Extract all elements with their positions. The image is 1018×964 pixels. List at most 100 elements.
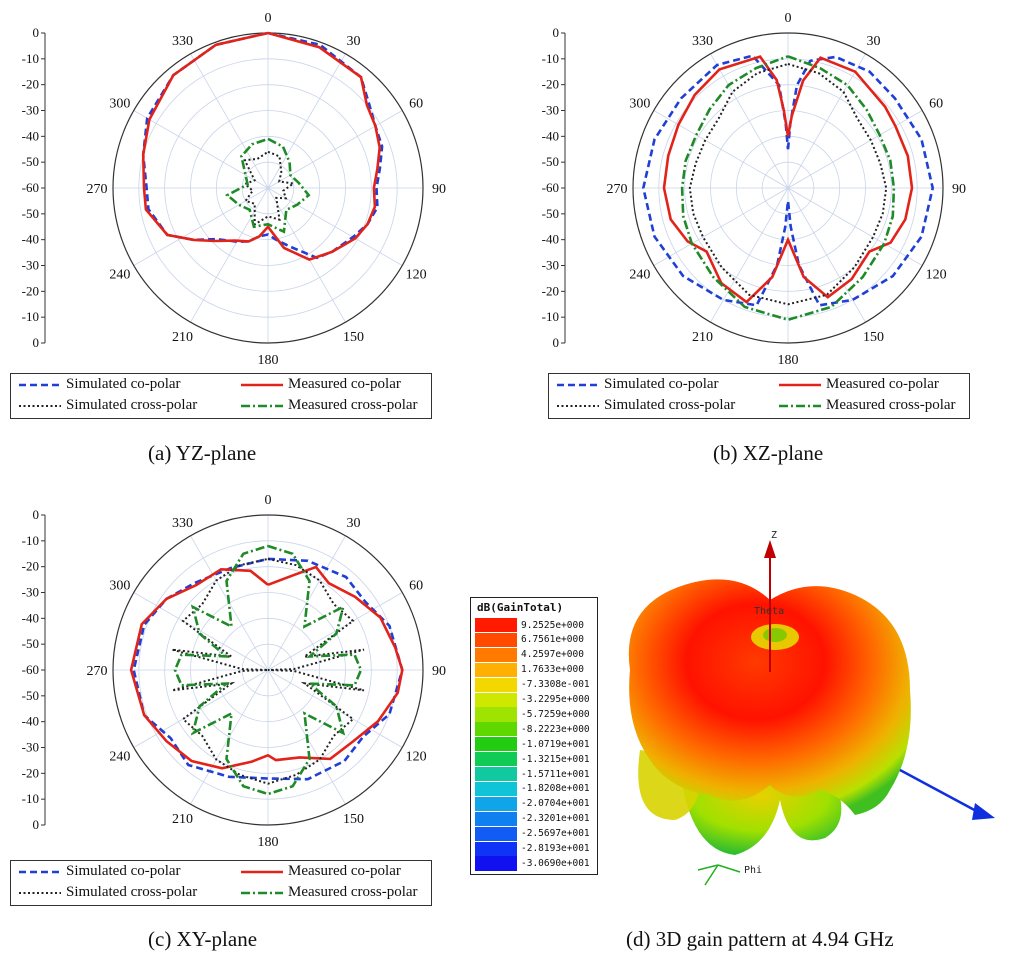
grid-spoke	[710, 187, 789, 323]
colorbar-row: -1.5711e+001	[475, 767, 590, 782]
colorbar-title: dB(GainTotal)	[477, 601, 564, 614]
radial-tick-label: -30	[22, 740, 39, 755]
radial-tick-label: -20	[22, 77, 39, 92]
colorbar-row: -5.7259e+000	[475, 707, 590, 722]
angle-tick-label: 300	[629, 97, 650, 112]
colorbar-swatch	[475, 692, 517, 707]
angle-tick-label: 210	[692, 330, 713, 345]
colorbar-row: -7.3308e-001	[475, 677, 590, 692]
series-line-measured-cross-polar	[173, 544, 363, 796]
gain-lobe-main	[628, 579, 911, 815]
legend-item: Simulated co-polar	[17, 376, 181, 393]
legend-item: Simulated cross-polar	[17, 884, 197, 901]
polar-plot-yz: 0 30 60 90 120 150 180 210 240 270 300 330 0 -10 -20 -3…	[22, 11, 446, 368]
radial-tick-label: -50	[542, 206, 559, 221]
colorbar-swatch	[475, 662, 517, 677]
caption-xy: (c) XY-plane	[148, 927, 258, 951]
legend-label: Simulated cross-polar	[66, 397, 198, 413]
series-line-simulated-cross-polar	[171, 557, 365, 785]
radial-tick-label: 0	[33, 335, 40, 350]
polar-outer-ring	[632, 32, 944, 344]
colorbar-label: -7.3308e-001	[521, 679, 590, 691]
radial-tick-label: -60	[542, 180, 559, 195]
angle-tick-label: 270	[87, 182, 108, 197]
colorbar-row: -8.2223e+000	[475, 722, 590, 737]
colorbar-row: -2.3201e+001	[475, 811, 590, 826]
radial-tick-label: -40	[22, 232, 39, 247]
legend-item: Simulated co-polar	[17, 863, 181, 880]
series-line-measured-cross-polar	[680, 55, 896, 322]
angle-tick-label: 330	[692, 34, 713, 49]
radial-tick-label: 0	[33, 507, 40, 522]
legend-swatch	[557, 404, 599, 407]
legend-label: Measured cross-polar	[826, 397, 956, 413]
legend-label: Measured cross-polar	[288, 397, 418, 413]
legend-yz: Simulated co-polar Measured co-polar Simul…	[10, 373, 432, 419]
radial-tick-label: -20	[22, 283, 39, 298]
radial-tick-label: -20	[542, 283, 559, 298]
colorbar-swatch	[475, 632, 517, 648]
radial-tick-label: 0	[33, 25, 40, 40]
angle-tick-label: 180	[778, 353, 799, 368]
angle-tick-label: 240	[109, 750, 130, 765]
polar-chart-xz: 0 30 60 90 120 150 180 210 240 270 300 330 0 -10 -20 -3…	[520, 0, 1000, 370]
angle-tick-label: 150	[343, 812, 364, 827]
angle-tick-label: 0	[265, 493, 272, 508]
colorbar-swatch	[475, 752, 517, 767]
colorbar-row: -1.3215e+001	[475, 752, 590, 767]
radial-tick-label: -20	[22, 559, 39, 574]
radial-tick-label: -10	[22, 51, 39, 66]
legend-xz: Simulated co-polar Measured co-polar Simul…	[548, 373, 970, 419]
legend-swatch	[241, 383, 283, 386]
legend-swatch	[241, 891, 283, 894]
colorbar-label: 4.2597e+000	[521, 649, 584, 661]
polar-grid	[112, 32, 424, 344]
radial-tick-label: -40	[22, 610, 39, 625]
angle-tick-label: 90	[432, 664, 446, 679]
grid-spoke	[190, 53, 269, 189]
theta-label: Theta	[754, 606, 785, 617]
radial-tick-label: -60	[22, 662, 39, 677]
colorbar-label: -1.3215e+001	[521, 753, 590, 765]
legend-item: Measured co-polar	[777, 376, 939, 393]
phi-label: Phi	[744, 865, 763, 876]
legend-swatch	[19, 383, 61, 386]
legend-label: Simulated co-polar	[604, 376, 719, 392]
angle-tick-label: 180	[258, 353, 279, 368]
grid-spoke	[267, 187, 403, 266]
radial-axis: 0 -10 -20 -30 -40 -50 -60 -50 -40 -30 -20 -10 0	[22, 507, 46, 832]
radial-tick-label: -30	[542, 258, 559, 273]
z-axis-label: Z	[771, 530, 778, 541]
radial-tick-label: -50	[22, 154, 39, 169]
legend-swatch	[19, 870, 61, 873]
radial-tick-label: -10	[22, 533, 39, 548]
radial-tick-label: 0	[553, 25, 560, 40]
colorbar-row: 9.2525e+000	[475, 618, 584, 633]
colorbar-label: -1.0719e+001	[521, 738, 590, 750]
gain-3d-panel: Z Theta Phi	[470, 520, 1010, 900]
angle-tick-label: 90	[952, 182, 966, 197]
colorbar-label: -2.0704e+001	[521, 798, 590, 810]
angle-tick-label: 330	[172, 516, 193, 531]
series-line-simulated-co-polar	[132, 557, 404, 781]
legend-xy: Simulated co-polar Measured co-polar Simul…	[10, 860, 432, 906]
colorbar-row: -1.0719e+001	[475, 737, 590, 752]
radial-tick-label: -10	[542, 51, 559, 66]
colorbar-swatch	[475, 707, 517, 722]
legend-label: Simulated co-polar	[66, 863, 181, 879]
radial-tick-label: -10	[22, 309, 39, 324]
radial-tick-label: -50	[22, 636, 39, 651]
angle-tick-label: 30	[867, 34, 881, 49]
angle-tick-label: 0	[785, 11, 792, 26]
gain-colorbar: dB(GainTotal) 9.2525e+000 6.7561e+000 4.25…	[470, 597, 598, 875]
radial-tick-label: -30	[22, 585, 39, 600]
colorbar-row: 4.2597e+000	[475, 647, 584, 662]
angle-tick-label: 90	[432, 182, 446, 197]
radial-tick-label: -30	[542, 103, 559, 118]
colorbar-label: -2.8193e+001	[521, 843, 590, 855]
angle-tick-label: 60	[409, 97, 423, 112]
legend-swatch	[241, 404, 283, 407]
grid-spoke	[710, 53, 789, 189]
colorbar-swatch	[475, 856, 517, 871]
caption-3d: (d) 3D gain pattern at 4.94 GHz	[626, 927, 894, 951]
